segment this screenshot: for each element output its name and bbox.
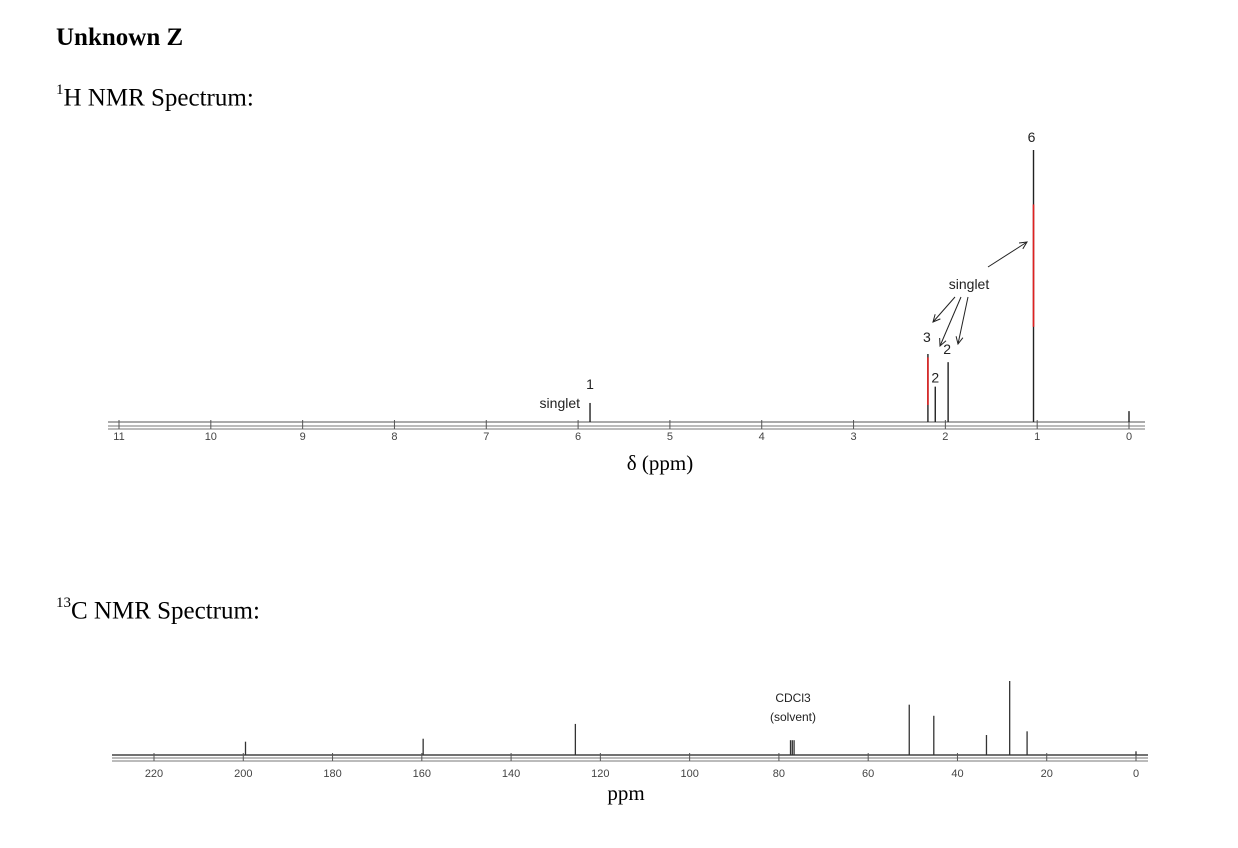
c-x-axis-label: ppm bbox=[607, 781, 644, 805]
h-peaks bbox=[589, 150, 1130, 422]
c-nmr-heading: 13C NMR Spectrum: bbox=[56, 595, 260, 625]
h-arrow-line bbox=[932, 296, 956, 323]
c-solvent-note: (solvent) bbox=[770, 710, 816, 724]
h-integration-label: 1 bbox=[586, 376, 594, 392]
c-peaks bbox=[244, 681, 1137, 755]
h-tick-label: 10 bbox=[205, 431, 217, 443]
c-tick-label: 0 bbox=[1133, 768, 1139, 780]
c-tick-label: 40 bbox=[951, 768, 963, 780]
h-tick-label: 2 bbox=[942, 431, 948, 443]
h-arrow-head bbox=[932, 314, 941, 323]
h-tick-label: 4 bbox=[759, 431, 765, 443]
h-tick-label: 6 bbox=[575, 431, 581, 443]
c-tick-label: 140 bbox=[502, 768, 520, 780]
document-title: Unknown Z bbox=[56, 24, 184, 51]
c-solvent-label: CDCl3 bbox=[775, 691, 811, 705]
h-nmr-heading: 1H NMR Spectrum: bbox=[56, 82, 254, 112]
h-tick-label: 3 bbox=[850, 431, 856, 443]
h-arrow-line bbox=[939, 296, 962, 347]
c-tick-label: 80 bbox=[773, 768, 785, 780]
c-tick-label: 180 bbox=[323, 768, 341, 780]
h-singlet-label-2: singlet bbox=[949, 276, 990, 292]
h-singlet-label-1: singlet bbox=[540, 395, 581, 411]
h-heading-superscript: 1 bbox=[56, 82, 64, 98]
h-integration-label: 2 bbox=[943, 341, 951, 357]
h-x-axis-label: δ (ppm) bbox=[627, 451, 693, 475]
c-heading-text: C NMR Spectrum: bbox=[71, 597, 260, 625]
h-tick-label: 1 bbox=[1034, 431, 1040, 443]
c-tick-label: 160 bbox=[413, 768, 431, 780]
h-tick-label: 0 bbox=[1126, 431, 1132, 443]
c-tick-label: 20 bbox=[1041, 768, 1053, 780]
h-arrow-head bbox=[939, 337, 947, 348]
h-tick-label: 7 bbox=[483, 431, 489, 443]
c-tick-label: 200 bbox=[234, 768, 252, 780]
h-tick-label: 8 bbox=[391, 431, 397, 443]
h-integration-label: 2 bbox=[931, 370, 939, 386]
c-tick-label: 220 bbox=[145, 768, 163, 780]
c-heading-superscript: 13 bbox=[56, 595, 71, 611]
h-arrow-line bbox=[957, 296, 969, 345]
h-tick-label: 5 bbox=[667, 431, 673, 443]
h-arrow-head bbox=[955, 336, 964, 346]
h-arrow-line bbox=[987, 241, 1028, 268]
c-annotations: CDCl3 (solvent) bbox=[770, 691, 816, 724]
h-integration-label: 3 bbox=[923, 329, 931, 345]
h-tick-label: 11 bbox=[113, 431, 124, 443]
h-heading-text: H NMR Spectrum: bbox=[63, 84, 254, 112]
c-axis: 220 200 180 160 140 120 100 80 60 40 20 0 bbox=[112, 753, 1148, 780]
c-tick-label: 60 bbox=[862, 768, 874, 780]
c-tick-label: 100 bbox=[680, 768, 698, 780]
h-tick-label: 9 bbox=[300, 431, 306, 443]
c-nmr-spectrum: 220 200 180 160 140 120 100 80 60 40 20 0 CDCl3(sol… bbox=[112, 681, 1148, 805]
h-arrow-head bbox=[1018, 241, 1028, 250]
h-axis: 11 10 9 8 7 6 5 4 3 2 1 0 bbox=[108, 420, 1145, 443]
h-integration-label: 6 bbox=[1028, 129, 1036, 145]
c-tick-label: 120 bbox=[591, 768, 609, 780]
